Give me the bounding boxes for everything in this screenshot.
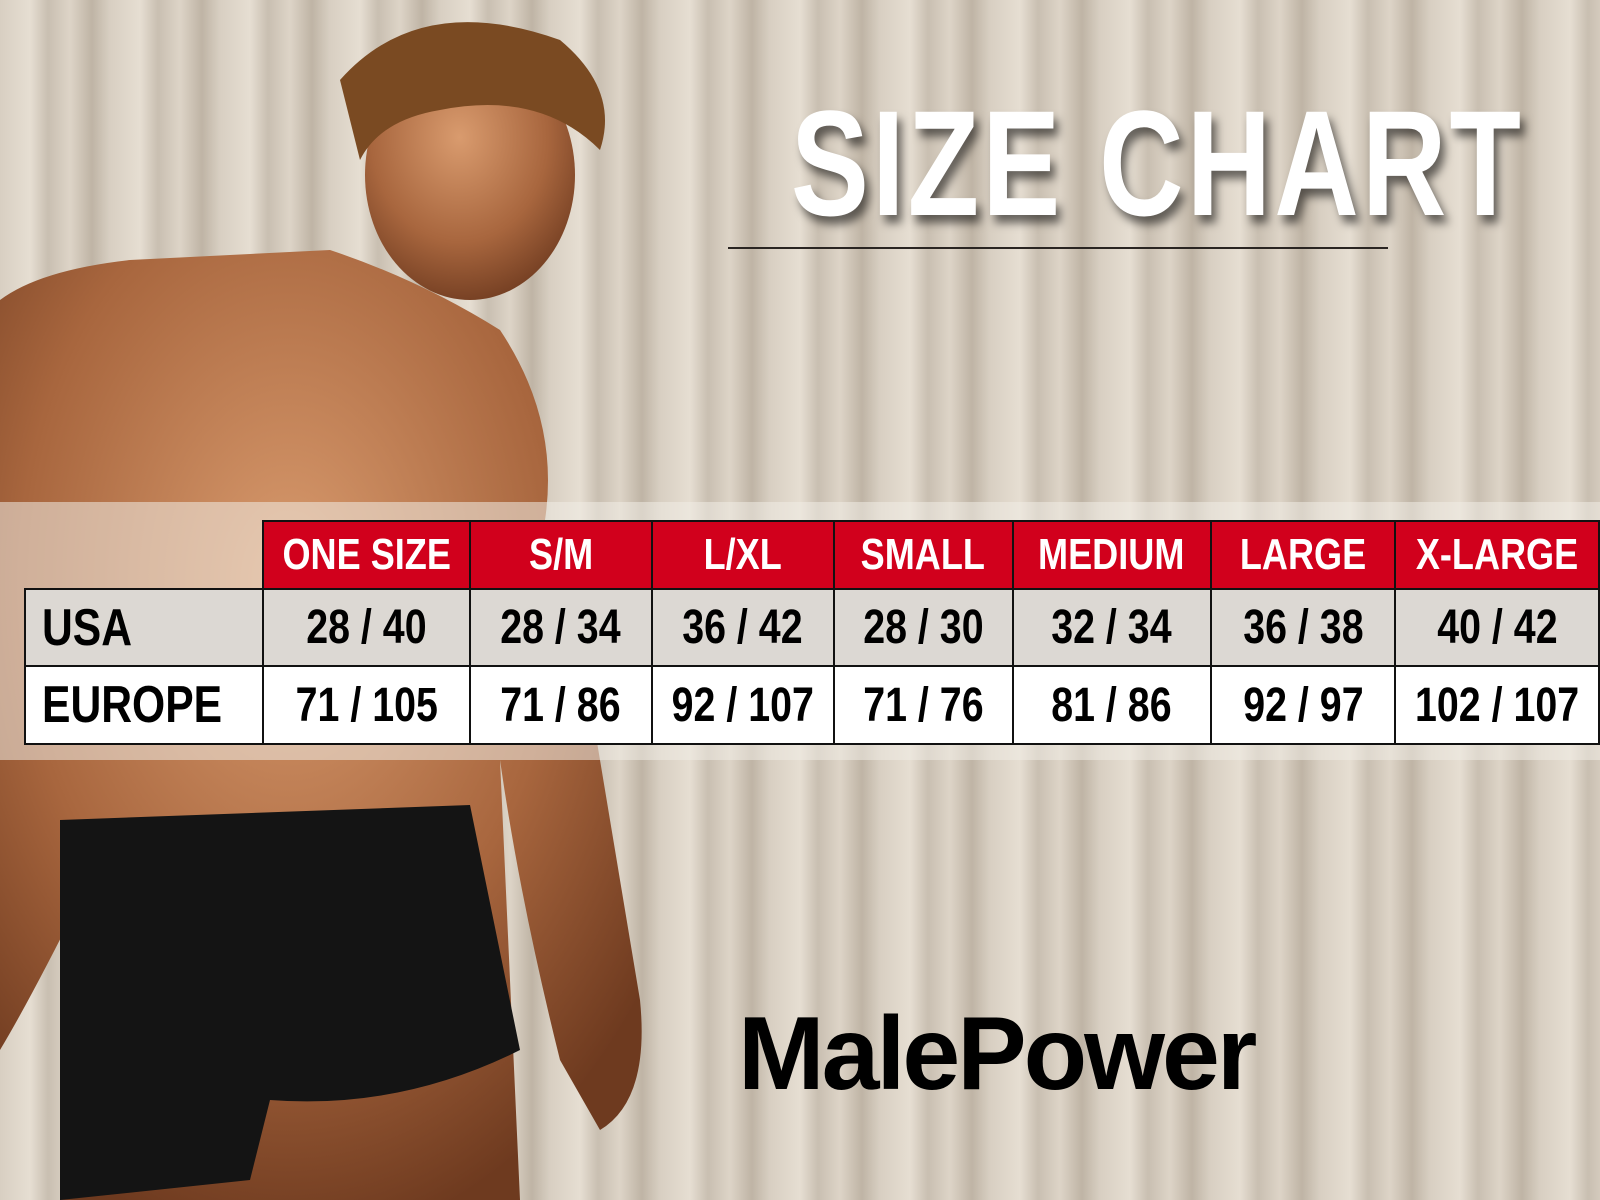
row-label: EUROPE	[24, 665, 264, 745]
size-header: L/XL	[650, 520, 835, 590]
row-label: USA	[24, 588, 264, 667]
size-cell: 71 / 105	[261, 665, 471, 745]
table-row-europe: EUROPE 71 / 105 71 / 86 92 / 107 71 / 76…	[24, 665, 1600, 745]
size-cell: 36 / 42	[650, 588, 835, 667]
size-cell: 28 / 34	[468, 588, 653, 667]
size-header: ONE SIZE	[261, 520, 471, 590]
size-cell: 92 / 107	[650, 665, 835, 745]
size-header: MEDIUM	[1011, 520, 1212, 590]
size-cell: 102 / 107	[1394, 665, 1600, 745]
size-cell: 32 / 34	[1011, 588, 1212, 667]
size-header: S/M	[468, 520, 653, 590]
size-cell: 81 / 86	[1011, 665, 1212, 745]
table-row-usa: USA 28 / 40 28 / 34 36 / 42 28 / 30 32 /…	[24, 588, 1600, 667]
size-header: SMALL	[832, 520, 1014, 590]
page-title: SIZE CHART	[790, 79, 1525, 247]
size-table: ONE SIZE S/M L/XL SMALL MEDIUM LARGE X-L…	[24, 520, 1600, 745]
size-header: X-LARGE	[1394, 520, 1600, 590]
size-header: LARGE	[1209, 520, 1397, 590]
size-cell: 71 / 76	[832, 665, 1014, 745]
size-cell: 36 / 38	[1209, 588, 1397, 667]
header-row: ONE SIZE S/M L/XL SMALL MEDIUM LARGE X-L…	[25, 520, 1600, 590]
header-corner	[25, 521, 263, 589]
size-cell: 71 / 86	[468, 665, 653, 745]
size-cell: 28 / 40	[261, 588, 471, 667]
size-cell: 40 / 42	[1394, 588, 1600, 667]
brand-logo: MalePower	[738, 996, 1257, 1112]
title-divider	[728, 247, 1388, 249]
size-cell: 92 / 97	[1209, 665, 1397, 745]
size-cell: 28 / 30	[832, 588, 1014, 667]
